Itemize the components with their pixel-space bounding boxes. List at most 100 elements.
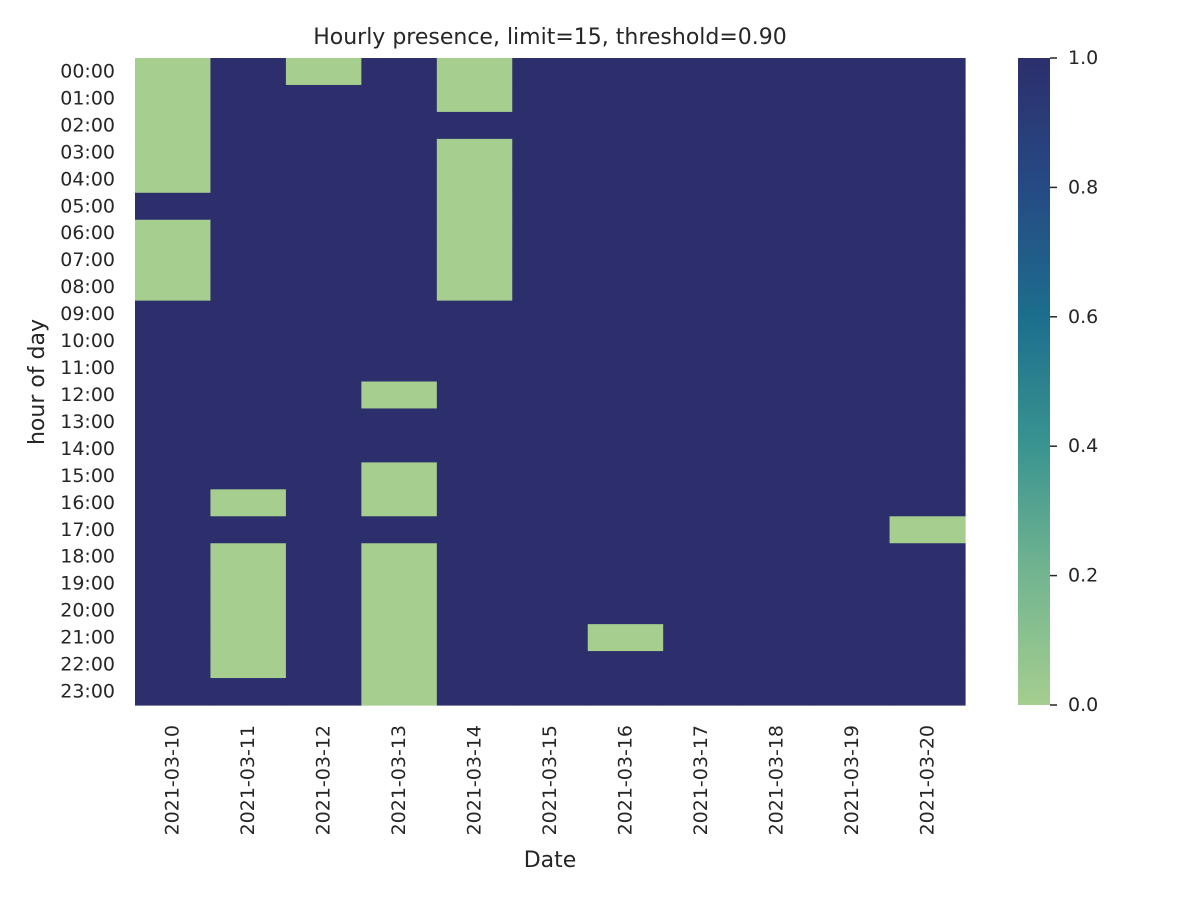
heatmap-cell bbox=[814, 678, 891, 706]
heatmap-cell bbox=[814, 192, 891, 221]
heatmap-cell bbox=[361, 516, 438, 544]
heatmap-cell bbox=[135, 273, 212, 302]
heatmap-cell bbox=[512, 300, 589, 329]
heatmap-cell bbox=[210, 543, 287, 571]
heatmap-cell bbox=[738, 327, 815, 356]
heatmap-cell bbox=[512, 516, 589, 544]
heatmap-cell bbox=[135, 381, 212, 410]
heatmap-cell bbox=[436, 273, 513, 302]
heatmap-cell bbox=[889, 543, 966, 571]
heatmap-cell bbox=[663, 624, 740, 652]
heatmap-cell bbox=[361, 435, 438, 463]
heatmap-cell bbox=[738, 300, 815, 329]
heatmap-cell bbox=[738, 462, 815, 490]
heatmap-cell bbox=[889, 58, 966, 86]
heatmap-cell bbox=[889, 138, 966, 167]
heatmap-cell bbox=[436, 84, 513, 113]
heatmap-cell bbox=[285, 516, 362, 544]
heatmap-cell bbox=[814, 354, 891, 383]
heatmap-cell bbox=[210, 678, 287, 706]
heatmap-cell bbox=[436, 354, 513, 383]
heatmap-cell bbox=[285, 246, 362, 275]
heatmap-cell bbox=[361, 408, 438, 437]
y-tick-label: 18:00 bbox=[60, 546, 115, 568]
heatmap-cell bbox=[285, 570, 362, 598]
heatmap-cell bbox=[135, 327, 212, 356]
heatmap-cell bbox=[663, 192, 740, 221]
heatmap-cell bbox=[210, 273, 287, 302]
heatmap-cell bbox=[738, 516, 815, 544]
y-tick-label: 15:00 bbox=[60, 465, 115, 487]
heatmap-cell bbox=[285, 624, 362, 652]
heatmap-cell bbox=[361, 138, 438, 167]
heatmap-cell bbox=[361, 165, 438, 194]
heatmap-cell bbox=[663, 651, 740, 679]
heatmap-cell bbox=[738, 651, 815, 679]
heatmap-cell bbox=[889, 624, 966, 652]
heatmap-cell bbox=[587, 111, 664, 140]
heatmap-cell bbox=[814, 138, 891, 167]
heatmap-cell bbox=[512, 111, 589, 140]
y-tick-label: 12:00 bbox=[60, 384, 115, 406]
x-tick-label: 2021-03-10 bbox=[162, 725, 184, 835]
heatmap-cell bbox=[663, 381, 740, 410]
heatmap-cell bbox=[663, 246, 740, 275]
heatmap-cell bbox=[814, 58, 891, 86]
heatmap-cell bbox=[436, 138, 513, 167]
heatmap-cell bbox=[436, 678, 513, 706]
heatmap-cell bbox=[135, 462, 212, 490]
x-axis-label: Date bbox=[524, 848, 577, 873]
heatmap-cell bbox=[814, 489, 891, 517]
heatmap-cell bbox=[587, 84, 664, 113]
heatmap-cells bbox=[135, 58, 966, 706]
heatmap-cell bbox=[814, 381, 891, 410]
heatmap-cell bbox=[738, 111, 815, 140]
heatmap-cell bbox=[738, 678, 815, 706]
heatmap-cell bbox=[587, 165, 664, 194]
heatmap-cell bbox=[814, 408, 891, 437]
heatmap-cell bbox=[663, 165, 740, 194]
heatmap-cell bbox=[663, 435, 740, 463]
heatmap-cell bbox=[285, 111, 362, 140]
heatmap-cell bbox=[285, 678, 362, 706]
heatmap-cell bbox=[361, 84, 438, 113]
heatmap-cell bbox=[889, 516, 966, 544]
heatmap-cell bbox=[285, 543, 362, 571]
heatmap-cell bbox=[889, 570, 966, 598]
y-tick-label: 16:00 bbox=[60, 492, 115, 514]
x-tick-label: 2021-03-19 bbox=[841, 725, 863, 835]
heatmap-cell bbox=[210, 300, 287, 329]
heatmap-cell bbox=[135, 651, 212, 679]
x-tick-label: 2021-03-15 bbox=[539, 725, 561, 835]
heatmap-cell bbox=[361, 273, 438, 302]
heatmap-cell bbox=[814, 651, 891, 679]
heatmap-cell bbox=[436, 408, 513, 437]
heatmap-cell bbox=[210, 651, 287, 679]
heatmap-cell bbox=[210, 165, 287, 194]
heatmap-cell bbox=[663, 408, 740, 437]
heatmap-cell bbox=[738, 246, 815, 275]
x-tick-label: 2021-03-16 bbox=[614, 725, 636, 835]
heatmap-cell bbox=[436, 651, 513, 679]
heatmap-cell bbox=[210, 192, 287, 221]
heatmap-cell bbox=[210, 516, 287, 544]
heatmap-cell bbox=[436, 570, 513, 598]
heatmap-cell bbox=[135, 219, 212, 248]
heatmap-cell bbox=[285, 408, 362, 437]
heatmap-cell bbox=[587, 58, 664, 86]
heatmap-cell bbox=[361, 489, 438, 517]
colorbar-tick-label: 0.8 bbox=[1068, 176, 1098, 198]
heatmap-cell bbox=[587, 462, 664, 490]
heatmap-cell bbox=[210, 570, 287, 598]
heatmap-cell bbox=[587, 570, 664, 598]
heatmap-cell bbox=[210, 624, 287, 652]
heatmap-cell bbox=[285, 327, 362, 356]
heatmap-cell bbox=[889, 246, 966, 275]
heatmap-cell bbox=[361, 111, 438, 140]
heatmap-cell bbox=[587, 489, 664, 517]
y-tick-label: 19:00 bbox=[60, 573, 115, 595]
heatmap-cell bbox=[663, 273, 740, 302]
heatmap-cell bbox=[738, 489, 815, 517]
heatmap-cell bbox=[738, 543, 815, 571]
heatmap-cell bbox=[436, 435, 513, 463]
